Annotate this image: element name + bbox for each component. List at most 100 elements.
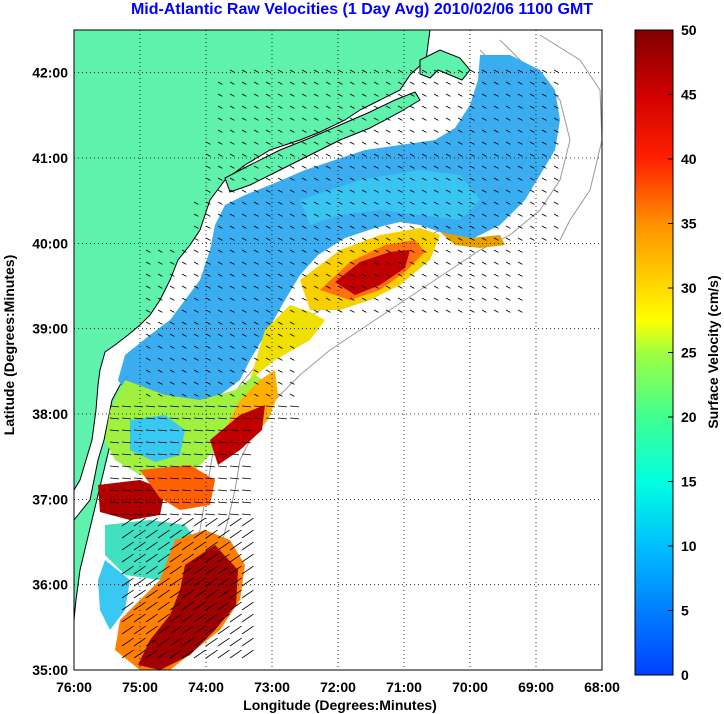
velocity-arrow: [157, 441, 167, 444]
velocity-arrow: [229, 285, 235, 289]
velocity-arrow: [433, 297, 439, 301]
velocity-arrow: [181, 517, 194, 527]
velocity-arrow: [325, 237, 331, 241]
velocity-arrow: [265, 129, 271, 133]
velocity-arrow: [301, 273, 307, 277]
velocity-arrow: [433, 81, 439, 85]
velocity-arrow: [121, 405, 131, 408]
velocity-arrow: [493, 189, 499, 193]
velocity-arrow: [385, 93, 391, 97]
velocity-arrow: [505, 273, 511, 277]
x-tick-label: 73:00: [254, 679, 290, 695]
colorbar-tick-label: 25: [681, 345, 697, 361]
velocity-arrow: [157, 637, 170, 647]
velocity-arrow: [265, 81, 271, 85]
velocity-arrow: [397, 105, 403, 109]
velocity-arrow: [229, 465, 239, 468]
velocity-arrow: [193, 637, 206, 647]
velocity-arrow: [121, 565, 134, 575]
velocity-arrow: [517, 105, 523, 109]
velocity-arrow: [169, 249, 175, 253]
velocity-arrow: [217, 637, 230, 647]
velocity-arrow: [409, 165, 415, 169]
y-tick-label: 36:00: [32, 577, 68, 593]
velocity-arrow: [289, 405, 299, 408]
velocity-arrow: [265, 69, 271, 73]
velocity-arrow: [445, 117, 451, 121]
velocity-arrow: [385, 177, 391, 181]
velocity-arrow: [493, 141, 499, 145]
velocity-arrow: [517, 177, 523, 181]
velocity-arrow: [241, 117, 247, 121]
velocity-arrow: [193, 405, 203, 408]
velocity-arrow: [241, 225, 247, 229]
velocity-arrow: [277, 69, 283, 73]
velocity-arrow: [385, 153, 391, 157]
velocity-arrow: [253, 165, 259, 169]
velocity-arrow: [217, 541, 230, 551]
velocity-arrow: [193, 357, 199, 361]
velocity-arrow: [109, 477, 119, 480]
velocity-arrow: [217, 261, 223, 265]
velocity-arrow: [385, 225, 391, 229]
velocity-arrow: [517, 201, 523, 205]
velocity-arrow: [457, 81, 463, 85]
velocity-arrow: [277, 177, 283, 181]
velocity-arrow: [553, 153, 559, 157]
velocity-arrow: [241, 273, 247, 277]
velocity-arrow: [217, 81, 223, 85]
velocity-arrow: [337, 309, 343, 313]
velocity-arrow: [181, 553, 194, 563]
velocity-arrow: [373, 285, 379, 289]
velocity-arrow: [133, 513, 143, 516]
velocity-arrow: [229, 321, 235, 325]
velocity-arrow: [457, 69, 463, 73]
velocity-arrow: [325, 129, 331, 133]
velocity-arrow: [121, 649, 134, 659]
velocity-arrow: [481, 273, 487, 277]
velocity-arrow: [193, 489, 203, 492]
velocity-arrow: [337, 141, 343, 145]
velocity-arrow: [289, 69, 295, 73]
velocity-arrow: [181, 405, 191, 408]
velocity-arrow: [241, 285, 247, 289]
velocity-arrow: [205, 249, 211, 253]
velocity-arrow: [397, 117, 403, 121]
land-long-island: [224, 91, 421, 193]
velocity-arrow: [325, 69, 331, 73]
velocity-arrow: [241, 177, 247, 181]
velocity-arrow: [181, 513, 191, 516]
velocity-arrow: [277, 165, 283, 169]
y-tick-label: 35:00: [32, 662, 68, 678]
velocity-arrow: [313, 225, 319, 229]
velocity-arrow: [205, 553, 218, 563]
velocity-arrow: [265, 309, 271, 313]
velocity-arrow: [481, 141, 487, 145]
velocity-arrow: [145, 273, 151, 277]
velocity-arrow: [157, 297, 163, 301]
velocity-arrow: [529, 105, 535, 109]
velocity-arrow: [337, 189, 343, 193]
velocity-arrow: [217, 405, 227, 408]
velocity-arrow: [493, 285, 499, 289]
velocity-arrow: [229, 81, 235, 85]
velocity-arrow: [241, 417, 251, 420]
velocity-arrow: [481, 261, 487, 265]
velocity-arrow: [217, 393, 223, 397]
velocity-arrow: [445, 69, 451, 73]
velocity-arrow: [481, 69, 487, 73]
velocity-arrow: [145, 613, 158, 623]
velocity-arrow: [553, 165, 559, 169]
velocity-arrow: [217, 417, 227, 420]
velocity-arrow: [493, 129, 499, 133]
velocity-arrow: [229, 601, 242, 611]
velocity-arrow: [193, 649, 206, 659]
velocity-arrow: [325, 177, 331, 181]
velocity-arrow: [493, 81, 499, 85]
velocity-arrow: [193, 213, 199, 217]
velocity-arrow: [493, 273, 499, 277]
velocity-arrow: [409, 105, 415, 109]
velocity-arrow: [349, 153, 355, 157]
velocity-arrow: [205, 529, 218, 539]
velocity-arrow: [121, 637, 134, 647]
